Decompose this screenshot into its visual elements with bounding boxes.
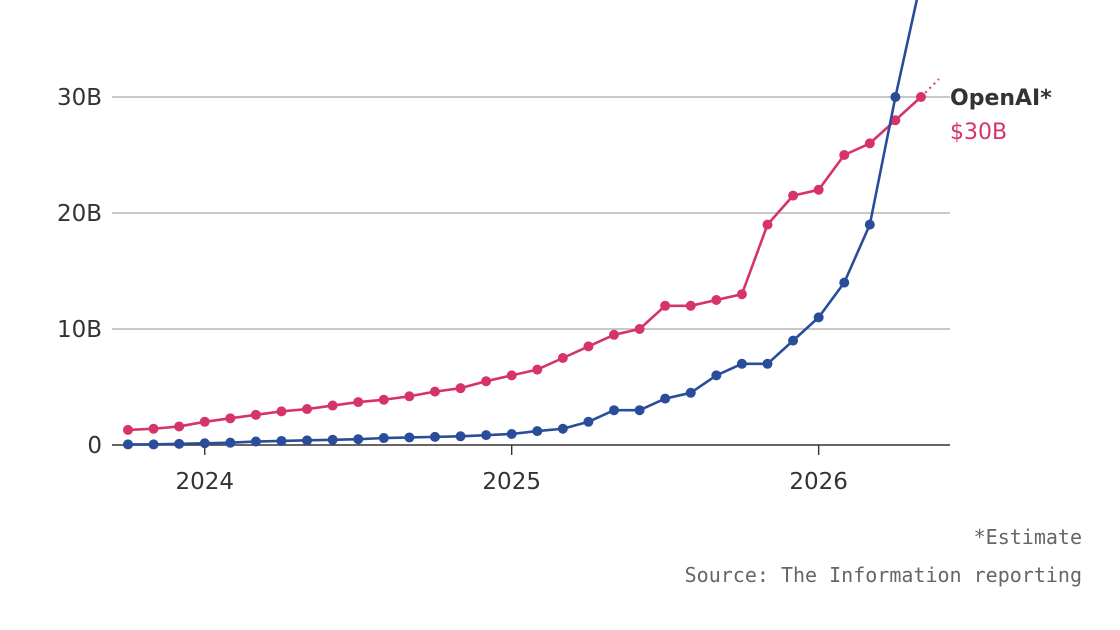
data-point	[685, 300, 696, 311]
data-point	[481, 376, 492, 387]
data-point	[174, 438, 185, 449]
data-point	[327, 434, 338, 445]
series-value-label: $30B	[950, 120, 1007, 145]
data-point	[225, 437, 236, 448]
data-point	[404, 432, 415, 443]
series-lines	[123, 0, 940, 450]
data-point	[429, 431, 440, 442]
data-point	[839, 150, 850, 160]
data-point	[123, 424, 133, 435]
data-point	[736, 358, 747, 369]
data-point	[276, 406, 287, 417]
data-point	[634, 324, 645, 334]
data-point	[583, 416, 594, 427]
data-point	[378, 394, 389, 405]
data-point	[481, 430, 492, 441]
data-point	[864, 138, 875, 149]
series-line	[126, 95, 923, 432]
series-pink	[123, 78, 940, 435]
data-point	[609, 329, 620, 340]
data-point	[199, 438, 210, 449]
data-point	[404, 391, 415, 402]
data-point	[685, 387, 696, 398]
data-point	[660, 300, 671, 311]
data-point	[583, 341, 594, 352]
data-point	[353, 397, 364, 408]
data-point	[890, 92, 901, 102]
data-point	[532, 364, 543, 375]
data-point	[736, 289, 747, 300]
data-point	[276, 435, 287, 446]
data-point	[711, 370, 722, 381]
data-point	[455, 383, 466, 394]
y-tick-label: 0	[87, 433, 102, 459]
data-point	[839, 277, 850, 288]
data-point	[250, 409, 261, 420]
data-point	[378, 433, 389, 444]
data-point	[429, 386, 440, 397]
data-point	[199, 416, 210, 427]
data-point	[711, 295, 722, 305]
data-point	[634, 405, 645, 416]
data-point	[813, 312, 824, 323]
data-point	[762, 358, 773, 369]
data-point	[660, 393, 671, 404]
series-labels: OpenAI* $30B	[950, 86, 1052, 145]
data-point	[864, 219, 875, 230]
data-point	[250, 436, 261, 447]
data-point	[506, 428, 517, 439]
data-point	[302, 404, 313, 415]
y-tick-label: 30B	[57, 85, 102, 111]
grid-lines	[112, 96, 950, 446]
data-point	[788, 335, 799, 346]
series-line	[126, 0, 919, 446]
data-point	[813, 184, 824, 195]
data-point	[123, 439, 133, 450]
x-tick-label: 2026	[789, 469, 848, 495]
x-tick-label: 2024	[175, 469, 234, 495]
series-name-label: OpenAI*	[950, 86, 1052, 111]
data-point	[762, 219, 773, 230]
data-point	[506, 370, 517, 381]
data-point	[327, 400, 338, 411]
data-point	[174, 421, 185, 432]
x-axis: 2024 2025 2026	[175, 445, 848, 495]
data-point	[148, 423, 159, 434]
data-point	[557, 353, 568, 363]
y-tick-label: 20B	[57, 201, 102, 227]
data-point	[353, 434, 364, 445]
data-point	[557, 423, 568, 434]
series-blue	[123, 0, 919, 450]
data-point	[455, 431, 466, 442]
data-point	[609, 405, 620, 416]
y-tick-label: 10B	[57, 317, 102, 343]
data-point	[225, 413, 236, 424]
data-point	[302, 435, 313, 446]
data-point	[890, 115, 901, 126]
source-note: Source: The Information reporting	[685, 563, 1082, 587]
projection-dots	[920, 78, 940, 98]
estimate-note: *Estimate	[974, 525, 1082, 549]
data-point	[148, 439, 159, 450]
y-axis-ticks: 0 10B 20B 30B	[57, 85, 102, 459]
data-point	[788, 190, 799, 201]
data-point	[532, 426, 543, 437]
x-tick-label: 2025	[482, 469, 541, 495]
